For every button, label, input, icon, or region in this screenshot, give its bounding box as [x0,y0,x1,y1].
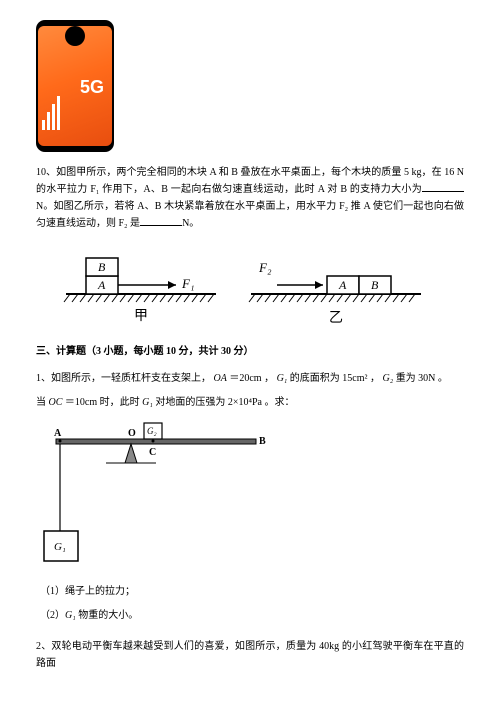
diagram-jia: A B F₁ 甲 [64,258,216,324]
question-1-contd: 当 OC ＝10cm 时，此时 G₁ 对地面的压强为 2×10⁴Pa 。求： [36,394,464,411]
yi-label-F2: F₂ [258,260,272,275]
yi-label-B: B [371,278,379,292]
lever-O: O [128,428,136,439]
section-3-title: 三、计算题（3 小题，每小题 10 分，共计 30 分） [36,343,464,360]
lever-B: B [259,436,266,447]
phone-5g-label: 5G [80,72,104,103]
q10-text2: N。如图乙所示，若将 A、B 木块紧靠着放在水平桌面上，用水平力 F₂ 推 A … [36,201,464,229]
blank-2 [140,215,182,226]
diagram-yi: F₂ A B 乙 [249,260,421,326]
q1-prefix: 1、 [36,373,51,384]
lever-G1: G₁ [54,541,66,553]
q10-text3: N。 [182,218,199,229]
jia-label-F1: F₁ [181,276,194,291]
q1-sub2: （2）G₁ 物重的大小。 [40,607,464,624]
q10-text1: 如图甲所示，两个完全相同的木块 A 和 B 叠放在水平桌面上，每个木块的质量 5… [36,167,464,195]
question-1: 1、如图所示，一轻质杠杆支在支架上， OA ＝20cm ， G₁ 的底面积为 1… [36,370,464,387]
blank-1 [422,181,464,192]
lever-C: C [149,447,156,458]
yi-label-A: A [338,278,347,292]
q2-prefix: 2、 [36,641,51,652]
lever-A: A [54,428,62,439]
question-2: 2、双轮电动平衡车越来越受到人们的喜爱，如图所示，质量为 40kg 的小红驾驶平… [36,638,464,672]
q10-diagrams: A B F₁ 甲 [36,242,464,327]
jia-label-A: A [97,278,106,292]
jia-caption: 甲 [134,309,148,324]
question-10: 10、如图甲所示，两个完全相同的木块 A 和 B 叠放在水平桌面上，每个木块的质… [36,164,464,232]
jia-label-B: B [98,260,106,274]
phone-image: 5G [36,20,464,152]
lever-diagram: A O C B G₂ G₁ [36,419,464,569]
q1-sub1: （1）绳子上的拉力； [40,583,464,600]
yi-caption: 乙 [329,310,343,326]
q10-prefix: 10、 [36,167,56,178]
lever-G2: G₂ [147,426,157,436]
